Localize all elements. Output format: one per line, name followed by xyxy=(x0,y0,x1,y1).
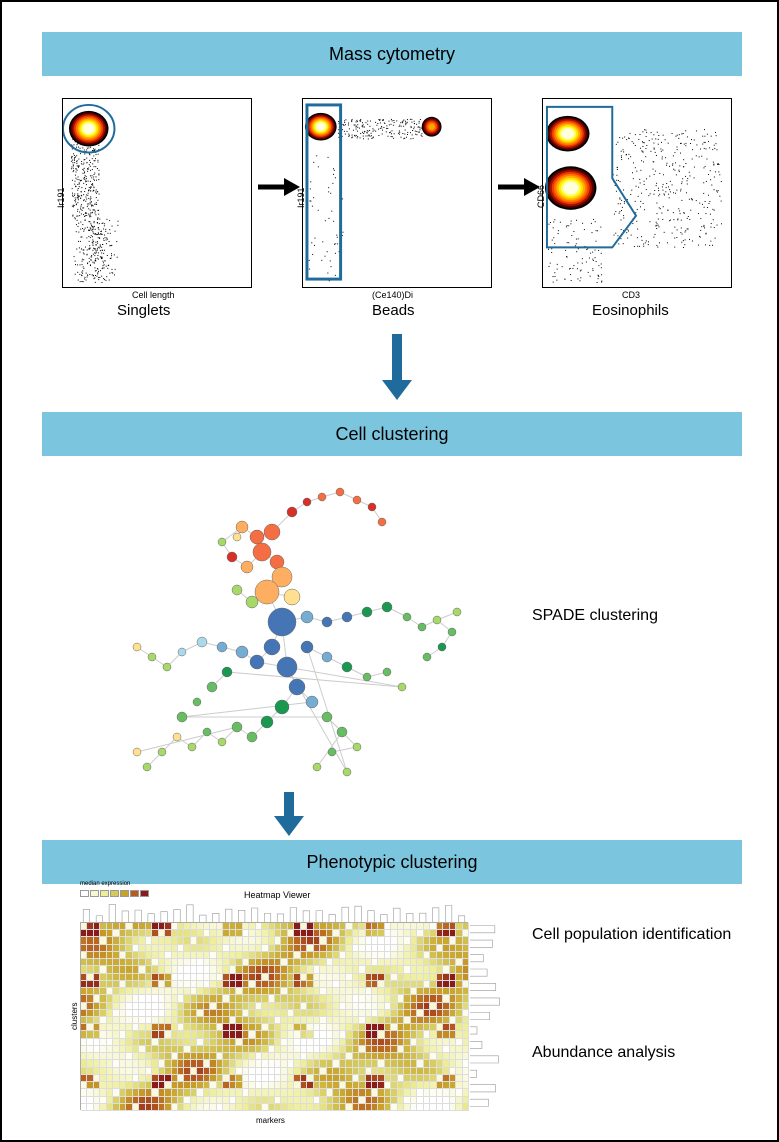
section-title: Cell clustering xyxy=(335,424,448,445)
heatmap-ylabel: clusters xyxy=(70,1002,79,1030)
spade-label: SPADE clustering xyxy=(532,607,658,625)
xlabel-beads: (Ce140)Di xyxy=(372,290,413,300)
arrow-down-icon xyxy=(380,334,414,400)
heatmap-xlabel: markers xyxy=(256,1116,285,1125)
section-header-mass-cytometry: Mass cytometry xyxy=(42,32,742,76)
caption-eosinophils: Eosinophils xyxy=(592,302,669,319)
xlabel-singlets: Cell length xyxy=(132,290,175,300)
section-title: Mass cytometry xyxy=(329,44,455,65)
label-identification: Cell population identification xyxy=(532,926,731,944)
label-abundance: Abundance analysis xyxy=(532,1044,675,1062)
dendrogram-right xyxy=(470,922,512,1110)
scatter-plot-eosinophils xyxy=(542,98,732,288)
scatter-plot-singlets xyxy=(62,98,252,288)
section-header-phenotypic: Phenotypic clustering xyxy=(42,840,742,884)
heatmap xyxy=(80,922,468,1110)
heatmap-legend: median expression xyxy=(80,888,170,898)
figure-canvas: Mass cytometry Cell clustering Phenotypi… xyxy=(0,0,779,1142)
heatmap-title: Heatmap Viewer xyxy=(244,890,310,900)
spade-tree xyxy=(82,472,482,802)
ylabel-singlets: Ir191 xyxy=(56,187,66,208)
dendrogram-top xyxy=(80,900,468,922)
section-header-cell-clustering: Cell clustering xyxy=(42,412,742,456)
caption-beads: Beads xyxy=(372,302,415,319)
section-title: Phenotypic clustering xyxy=(306,852,477,873)
arrow-icon xyxy=(496,172,540,202)
scatter-plot-beads xyxy=(302,98,492,288)
xlabel-eosinophils: CD3 xyxy=(622,290,640,300)
caption-singlets: Singlets xyxy=(117,302,170,319)
arrow-icon xyxy=(256,172,300,202)
